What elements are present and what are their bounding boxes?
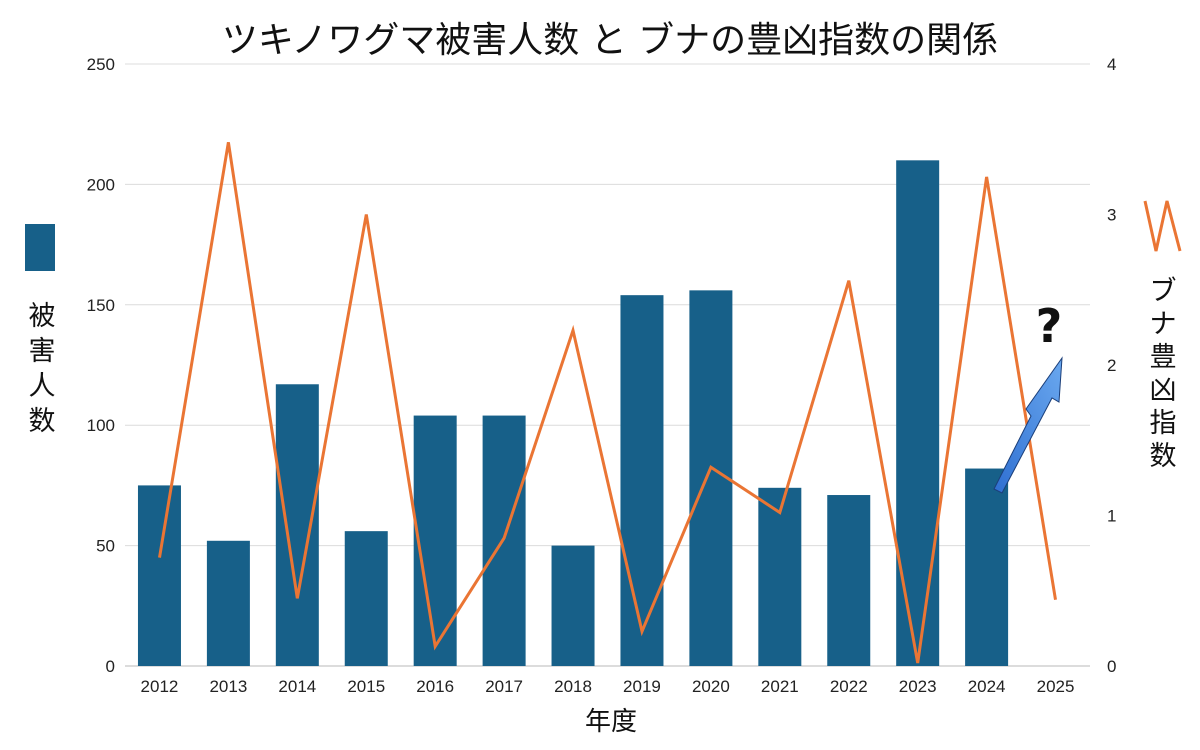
- x-tick-label: 2016: [416, 677, 454, 696]
- x-axis-ticks: 2012 2013 2014 2015 2016 2017 2018 2019 2020 2021…: [141, 677, 1075, 696]
- bar-2024: [965, 468, 1009, 666]
- bar-series: [137, 160, 1009, 666]
- bar-2018: [551, 545, 595, 666]
- bar-2014: [275, 384, 319, 666]
- bar-2015: [344, 531, 388, 666]
- right-tick-label: 4: [1107, 55, 1116, 74]
- x-tick-label: 2012: [141, 677, 179, 696]
- left-tick-label: 50: [96, 537, 115, 556]
- right-axis-ticks: 0 1 2 3 4: [1107, 55, 1116, 676]
- x-tick-label: 2019: [623, 677, 661, 696]
- right-axis-label-char: ブ: [1150, 276, 1177, 307]
- right-tick-label: 2: [1107, 356, 1116, 375]
- bar-legend-swatch: [25, 224, 55, 271]
- left-axis-label-char: 数: [29, 406, 56, 437]
- x-axis-label: 年度: [585, 707, 637, 737]
- left-tick-label: 150: [87, 296, 115, 315]
- bar-2013: [206, 540, 250, 666]
- right-axis-label-char: 豊: [1150, 342, 1177, 373]
- left-axis-ticks: 0 50 100 150 200 250: [87, 55, 115, 676]
- x-tick-label: 2025: [1037, 677, 1075, 696]
- bar-2022: [827, 495, 871, 666]
- x-tick-label: 2024: [968, 677, 1006, 696]
- x-tick-label: 2014: [278, 677, 316, 696]
- right-axis-label-char: ナ: [1150, 309, 1177, 340]
- line-legend-swatch: [1143, 200, 1182, 252]
- x-tick-label: 2020: [692, 677, 730, 696]
- left-tick-label: 200: [87, 175, 115, 194]
- left-tick-label: 100: [87, 416, 115, 435]
- beech-index-line: [158, 142, 1057, 664]
- gridlines: [125, 63, 1090, 667]
- x-tick-label: 2021: [761, 677, 799, 696]
- left-tick-label: 0: [106, 657, 115, 676]
- left-axis-label-char: 被: [29, 301, 56, 332]
- x-tick-label: 2017: [485, 677, 523, 696]
- chart-title: ツキノワグマ被害人数 と ブナの豊凶指数の関係: [222, 20, 998, 61]
- bar-2019: [620, 295, 664, 666]
- right-axis-label-char: 凶: [1150, 375, 1177, 406]
- left-axis-label: 被害人数: [29, 301, 56, 437]
- right-axis-label-char: 指: [1150, 408, 1177, 439]
- forecast-question-mark: ?: [1036, 299, 1063, 353]
- right-axis-label-char: 数: [1150, 441, 1177, 472]
- x-tick-label: 2015: [347, 677, 385, 696]
- bar-2012: [137, 485, 181, 666]
- x-tick-label: 2022: [830, 677, 868, 696]
- right-tick-label: 1: [1107, 507, 1116, 526]
- left-axis-label-char: 害: [29, 336, 56, 367]
- forecast-arrow-icon: [993, 356, 1063, 494]
- right-tick-label: 0: [1107, 657, 1116, 676]
- left-tick-label: 250: [87, 55, 115, 74]
- left-axis-label-char: 人: [29, 371, 56, 402]
- x-tick-label: 2023: [899, 677, 937, 696]
- bar-2016: [413, 415, 457, 666]
- right-tick-label: 3: [1107, 206, 1116, 225]
- bar-2021: [758, 487, 802, 666]
- x-tick-label: 2013: [209, 677, 247, 696]
- x-tick-label: 2018: [554, 677, 592, 696]
- bar-2023: [896, 160, 940, 666]
